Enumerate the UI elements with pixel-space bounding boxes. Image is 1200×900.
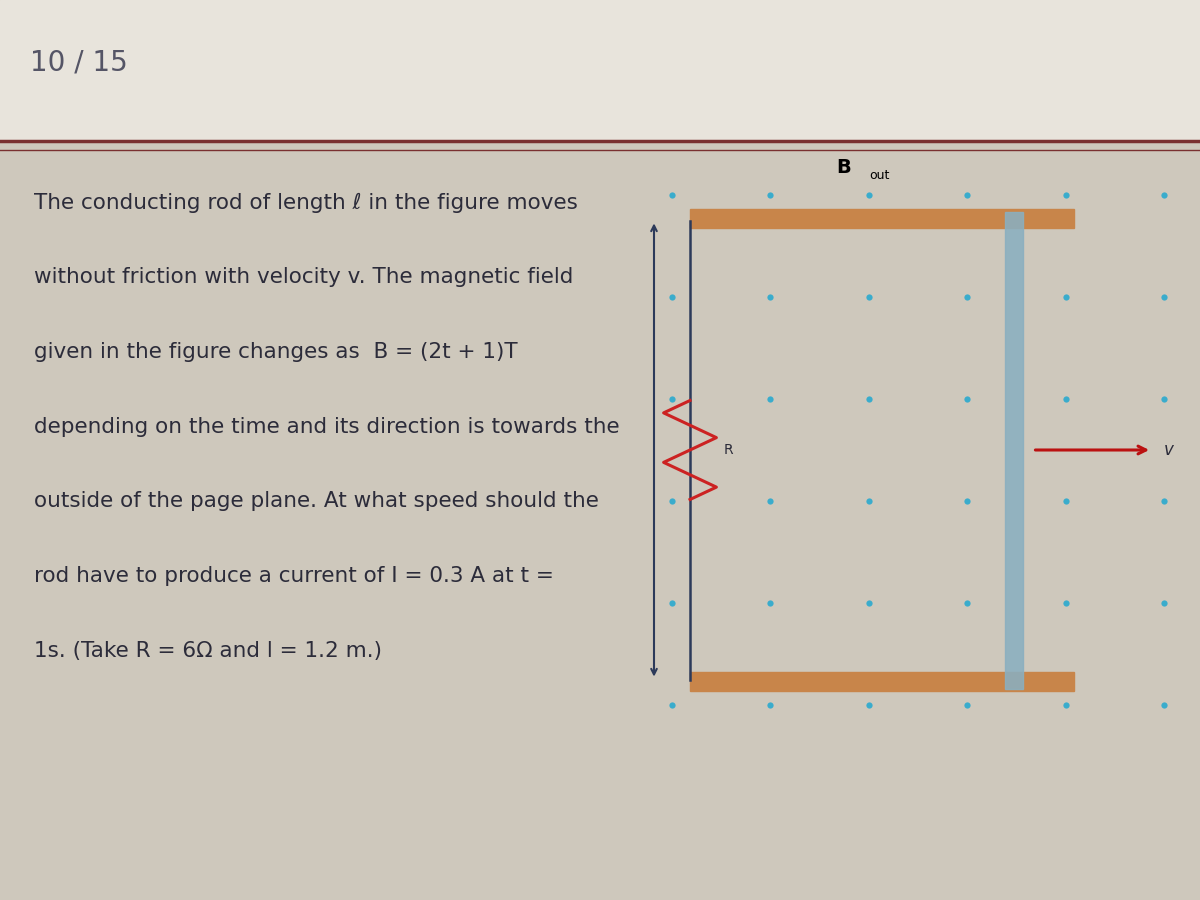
Text: rod have to produce a current of I = 0.3 A at t =: rod have to produce a current of I = 0.3… xyxy=(34,566,553,586)
Text: 1s. (Take R = 6Ω and l = 1.2 m.): 1s. (Take R = 6Ω and l = 1.2 m.) xyxy=(34,641,382,661)
Bar xyxy=(690,209,1074,229)
Text: given in the figure changes as  B = (2t + 1)T: given in the figure changes as B = (2t +… xyxy=(34,342,517,362)
Bar xyxy=(690,671,1074,691)
Text: out: out xyxy=(870,169,890,182)
Text: R: R xyxy=(724,443,733,457)
Text: outside of the page plane. At what speed should the: outside of the page plane. At what speed… xyxy=(34,491,599,511)
Text: The conducting rod of length ℓ in the figure moves: The conducting rod of length ℓ in the fi… xyxy=(34,193,577,212)
Text: without friction with velocity v. The magnetic field: without friction with velocity v. The ma… xyxy=(34,267,572,287)
Text: v: v xyxy=(1164,441,1174,459)
Text: 10 / 15: 10 / 15 xyxy=(30,49,127,76)
Text: depending on the time and its direction is towards the: depending on the time and its direction … xyxy=(34,417,619,436)
Bar xyxy=(0,0,1200,140)
Text: B: B xyxy=(836,158,851,177)
Bar xyxy=(1006,212,1022,688)
